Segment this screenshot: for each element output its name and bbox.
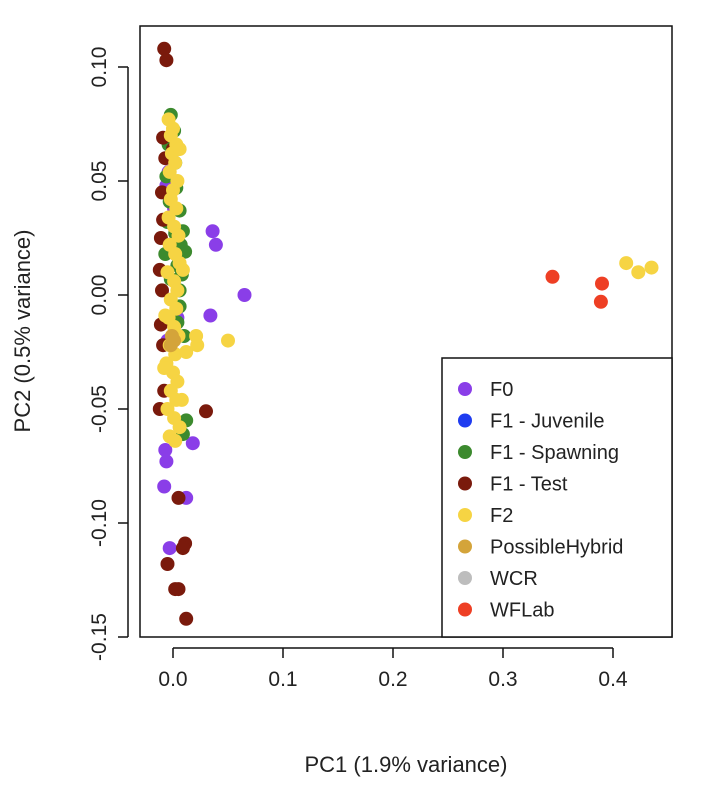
- point-f1-test-16: [175, 541, 190, 556]
- y-tick-label: 0.00: [88, 275, 111, 316]
- y-tick-label: 0.10: [88, 47, 111, 88]
- point-wflab-1: [595, 276, 609, 291]
- legend-box: [441, 357, 673, 638]
- legend-swatch: [458, 571, 472, 585]
- legend-entry-label: WFLab: [490, 600, 554, 622]
- legend-entry-label: F0: [490, 379, 513, 401]
- point-f2-5: [172, 142, 187, 157]
- x-tick-label: 0.4: [598, 668, 628, 691]
- x-tick-label: 0.3: [488, 668, 517, 691]
- point-wflab-2: [593, 294, 608, 309]
- point-f2-44: [158, 308, 173, 323]
- point-f0-8: [159, 454, 174, 469]
- points-layer: [152, 41, 659, 626]
- legend-entry-label: F1 - Test: [490, 474, 568, 496]
- point-f2-14: [171, 228, 186, 243]
- legend-swatch: [458, 413, 472, 428]
- point-possiblehybrid-2: [167, 333, 182, 348]
- point-f2-38: [168, 433, 183, 448]
- point-f0-1: [208, 237, 223, 252]
- y-axis: -0.15 -0.10 -0.05 0.00 0.05 0.10: [88, 47, 129, 661]
- legend-entry-label: F2: [490, 505, 513, 527]
- point-f2-11: [169, 201, 184, 216]
- point-f1-test-1: [159, 53, 174, 68]
- point-f2-45: [175, 262, 190, 277]
- legend-swatch: [458, 382, 472, 396]
- x-axis-title: PC1 (1.9% variance): [305, 752, 508, 777]
- point-f1-test-17: [160, 557, 175, 571]
- point-f2-39: [157, 361, 172, 375]
- x-tick-label: 0.2: [378, 668, 407, 691]
- y-tick-label: 0.05: [88, 161, 111, 202]
- legend: F0 F1 - Juvenile F1 - Spawning F1 - Test F2 P…: [441, 357, 673, 638]
- point-f0-6: [162, 541, 177, 556]
- point-f1-test-0: [157, 41, 172, 56]
- y-axis-title: PC2 (0.5% variance): [10, 230, 35, 433]
- point-f2-7: [162, 164, 177, 179]
- point-f1-test-20: [179, 611, 194, 626]
- y-tick-label: -0.10: [88, 499, 111, 547]
- point-f2-47: [631, 265, 646, 280]
- legend-swatch: [458, 508, 472, 522]
- point-f2-42: [221, 333, 235, 348]
- y-tick-label: -0.15: [88, 613, 111, 661]
- point-f0-2: [237, 288, 252, 302]
- legend-swatch: [458, 476, 472, 491]
- point-f2-48: [644, 260, 659, 275]
- y-tick-label: -0.05: [88, 385, 111, 433]
- point-f0-9: [158, 443, 173, 457]
- legend-swatch: [458, 445, 472, 459]
- legend-entry-label: PossibleHybrid: [490, 537, 623, 559]
- legend-entry-label: F1 - Spawning: [490, 442, 619, 464]
- point-f0-4: [185, 436, 200, 451]
- plot-frame: [139, 25, 673, 638]
- point-f2-43: [179, 345, 194, 359]
- point-f2-41: [189, 329, 204, 343]
- legend-entry-label: WCR: [490, 568, 538, 590]
- point-f1-test-14: [171, 490, 186, 505]
- legend-swatch: [458, 539, 472, 554]
- x-tick-label: 0.0: [158, 668, 187, 691]
- point-f1-test-8: [155, 283, 169, 298]
- point-f2-46: [619, 256, 634, 271]
- point-f1-test-19: [171, 582, 186, 597]
- point-wflab-0: [545, 269, 560, 284]
- point-f2-37: [174, 392, 189, 407]
- x-tick-label: 0.1: [268, 668, 297, 691]
- legend-swatch: [458, 602, 472, 617]
- legend-entry-label: F1 - Juvenile: [490, 411, 605, 433]
- point-f1-test-13: [199, 404, 213, 419]
- point-f0-0: [205, 224, 220, 239]
- x-axis: 0.0 0.1 0.2 0.3 0.4: [158, 647, 628, 691]
- point-f0-3: [203, 308, 218, 323]
- point-f2-35: [172, 420, 187, 435]
- point-f0-7: [157, 479, 172, 494]
